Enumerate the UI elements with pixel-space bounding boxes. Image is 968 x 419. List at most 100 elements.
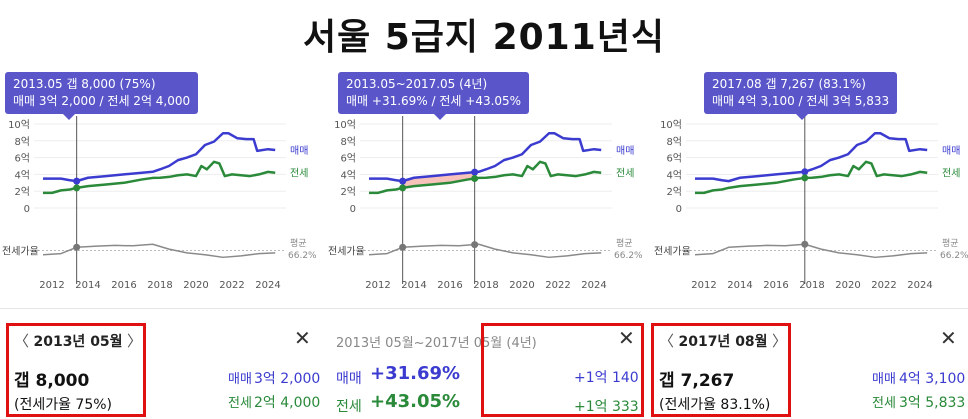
series-line-sale: [695, 131, 928, 183]
sale-value: 4억 3,100: [899, 371, 966, 387]
highlight-box: [651, 323, 791, 417]
panel-date: 2013년 05월: [33, 334, 123, 350]
series-label-jeonse: 전세: [942, 168, 960, 180]
x-tick-label: 2022: [545, 280, 570, 291]
series-label-sale: 매매: [616, 145, 634, 157]
tooltip-line1: 2017.08 갭 7,267 (83.1%): [712, 77, 866, 91]
sale-label: 매매: [336, 371, 362, 387]
chart-2[interactable]: 10억 8억 6억 4억 2억 0 매매 전세 전세가율 평균 66.2% 2012 2014 2016 2…: [326, 68, 642, 300]
tooltip-line2: 매매 3억 2,000 / 전세 2억 4,000: [13, 94, 191, 108]
ratio-label: 전세가율: [654, 246, 691, 258]
tooltip-line1: 2013.05 갭 8,000 (75%): [13, 77, 156, 91]
y-tick-label: 2억: [14, 186, 30, 198]
x-tick-label: 2024: [255, 280, 280, 291]
ratio-value: (전세가율 83.1%): [659, 397, 771, 413]
x-tick-label: 2018: [473, 280, 498, 291]
series-label-sale: 매매: [942, 145, 960, 157]
date-selector[interactable]: 〈 2013년 05월 〉: [14, 330, 142, 351]
chevron-left-icon[interactable]: 〈: [14, 332, 30, 350]
page-title: 서울 5급지 2011년식: [302, 17, 666, 58]
chart-3[interactable]: 10억 8억 6억 4억 2억 0 매매 전세 전세가율 평균 66.2% 2012 2014 2016 2…: [652, 68, 968, 300]
marker-dot-sale: [73, 177, 81, 185]
y-tick-label: 8억: [666, 136, 682, 148]
series-label-jeonse: 전세: [290, 168, 308, 180]
y-tick-label: 2억: [666, 186, 682, 198]
chevron-right-icon[interactable]: 〉: [127, 332, 143, 350]
tooltip-line2: 매매 +31.69% / 전세 +43.05%: [346, 94, 522, 108]
jeonse-label: 전세: [872, 396, 896, 411]
series-label-jeonse: 전세: [616, 168, 634, 180]
y-tick-label: 10억: [334, 119, 356, 131]
marker-dot-jeonse: [399, 184, 407, 192]
tooltip: 2013.05 갭 8,000 (75%) 매매 3억 2,000 / 전세 2…: [5, 72, 199, 120]
avg-label: 평균: [942, 238, 959, 249]
avg-label: 평균: [290, 238, 307, 249]
jeonse-amount: +1억 333: [574, 399, 639, 415]
sale-label: 매매: [872, 372, 896, 387]
x-tick-label: 2024: [581, 280, 606, 291]
marker-dot-jeonse: [471, 175, 479, 183]
highlight-box: [481, 323, 644, 417]
series-line-sale: [43, 131, 276, 183]
marker-dot-sale: [399, 177, 407, 185]
range-label: 2013년 05월~2017년 05월 (4년): [336, 336, 537, 351]
y-tick-label: 6억: [14, 153, 30, 165]
y-tick-label: 10억: [8, 119, 30, 131]
sale-value: 3억 2,000: [254, 371, 321, 387]
y-tick-label: 0: [676, 204, 682, 215]
y-tick-label: 4억: [14, 169, 30, 181]
panel-date: 2017년 08월: [678, 334, 768, 350]
y-tick-label: 6억: [340, 153, 356, 165]
avg-value: 66.2%: [940, 251, 968, 261]
y-tick-label: 4억: [340, 169, 356, 181]
avg-label: 평균: [616, 238, 633, 249]
chevron-left-icon[interactable]: 〈: [659, 332, 675, 350]
ratio-label: 전세가율: [2, 246, 39, 258]
close-icon[interactable]: ✕: [618, 326, 635, 350]
sale-amount: +1억 140: [574, 370, 639, 386]
jeonse-pct: +43.05%: [370, 391, 461, 412]
marker-dot-ratio: [471, 241, 479, 249]
x-tick-label: 2012: [39, 280, 64, 291]
x-tick-label: 2014: [727, 280, 752, 291]
date-selector[interactable]: 〈 2017년 08월 〉: [659, 330, 787, 351]
series-line-jeonse: [695, 160, 928, 195]
tooltip-line1: 2013.05~2017.05 (4년): [346, 77, 488, 91]
y-tick-label: 0: [24, 204, 30, 215]
marker-dot-sale: [471, 168, 479, 176]
y-tick-label: 8억: [14, 136, 30, 148]
marker-dot-ratio: [801, 240, 809, 248]
marker-dot-jeonse: [801, 174, 809, 182]
x-tick-label: 2016: [437, 280, 462, 291]
avg-value: 66.2%: [614, 251, 642, 261]
chart-1[interactable]: 10억 8억 6억 4억 2억 0 매매 전세 전세가율 평균 66.2% 2012 2014 2016 2…: [0, 68, 316, 300]
x-tick-label: 2012: [691, 280, 716, 291]
x-tick-label: 2022: [219, 280, 244, 291]
chevron-right-icon[interactable]: 〉: [772, 332, 788, 350]
x-tick-label: 2024: [907, 280, 932, 291]
x-tick-label: 2018: [147, 280, 172, 291]
y-tick-label: 10억: [660, 119, 682, 131]
tooltip: 2017.08 갭 7,267 (83.1%) 매매 4억 3,100 / 전세…: [704, 72, 898, 120]
x-tick-label: 2022: [871, 280, 896, 291]
x-tick-label: 2016: [111, 280, 136, 291]
x-tick-label: 2020: [835, 280, 860, 291]
marker-dot-jeonse: [73, 184, 81, 192]
x-tick-label: 2018: [799, 280, 824, 291]
close-icon[interactable]: ✕: [940, 326, 957, 350]
gap-value: 갭 7,267: [659, 371, 735, 391]
x-tick-label: 2020: [509, 280, 534, 291]
jeonse-value: 2억 4,000: [254, 395, 321, 411]
sale-label: 매매: [228, 372, 252, 387]
x-tick-label: 2014: [401, 280, 426, 291]
y-tick-label: 0: [350, 204, 356, 215]
y-tick-label: 8억: [340, 136, 356, 148]
range-fill: [402, 172, 475, 188]
divider: [0, 308, 968, 309]
marker-dot-ratio: [73, 243, 81, 251]
sale-pct: +31.69%: [370, 363, 461, 384]
close-icon[interactable]: ✕: [294, 326, 311, 350]
